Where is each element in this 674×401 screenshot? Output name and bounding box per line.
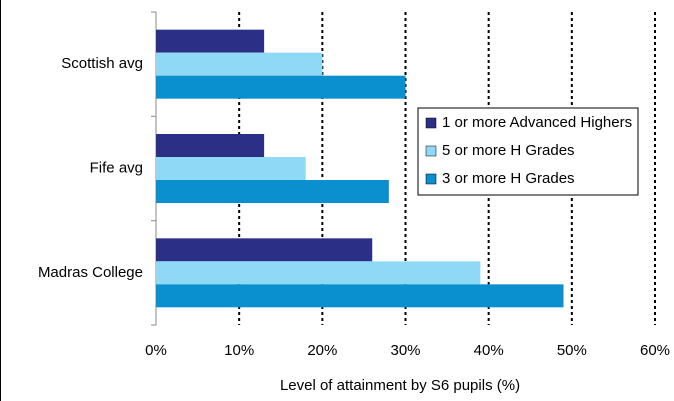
x-tick-label: 0% [145, 342, 167, 359]
bar [156, 238, 373, 262]
bar [156, 157, 306, 180]
bar [156, 261, 481, 285]
legend-label: 5 or more H Grades [442, 142, 575, 159]
bar [156, 75, 406, 99]
x-tick-label: 40% [474, 342, 504, 359]
bar [156, 52, 323, 76]
x-tick-label: 10% [224, 342, 254, 359]
x-tick-label: 60% [640, 342, 670, 359]
x-tick-label: 20% [307, 342, 337, 359]
legend-label: 3 or more H Grades [442, 170, 575, 187]
x-tick-label: 30% [390, 342, 420, 359]
y-tick-label: Fife avg [90, 159, 143, 176]
legend-label: 1 or more Advanced Highers [442, 114, 632, 131]
bar [156, 284, 564, 308]
bar [156, 29, 265, 53]
x-axis-label: Level of attainment by S6 pupils (%) [280, 377, 520, 394]
legend-box [417, 107, 639, 196]
legend-swatch [425, 117, 437, 129]
bar [156, 180, 389, 203]
bar [156, 134, 265, 157]
y-tick-label: Madras College [38, 264, 143, 281]
legend-swatch [425, 173, 437, 185]
legend-swatch [425, 145, 437, 157]
y-tick-label: Scottish avg [61, 55, 143, 72]
x-tick-label: 50% [557, 342, 587, 359]
